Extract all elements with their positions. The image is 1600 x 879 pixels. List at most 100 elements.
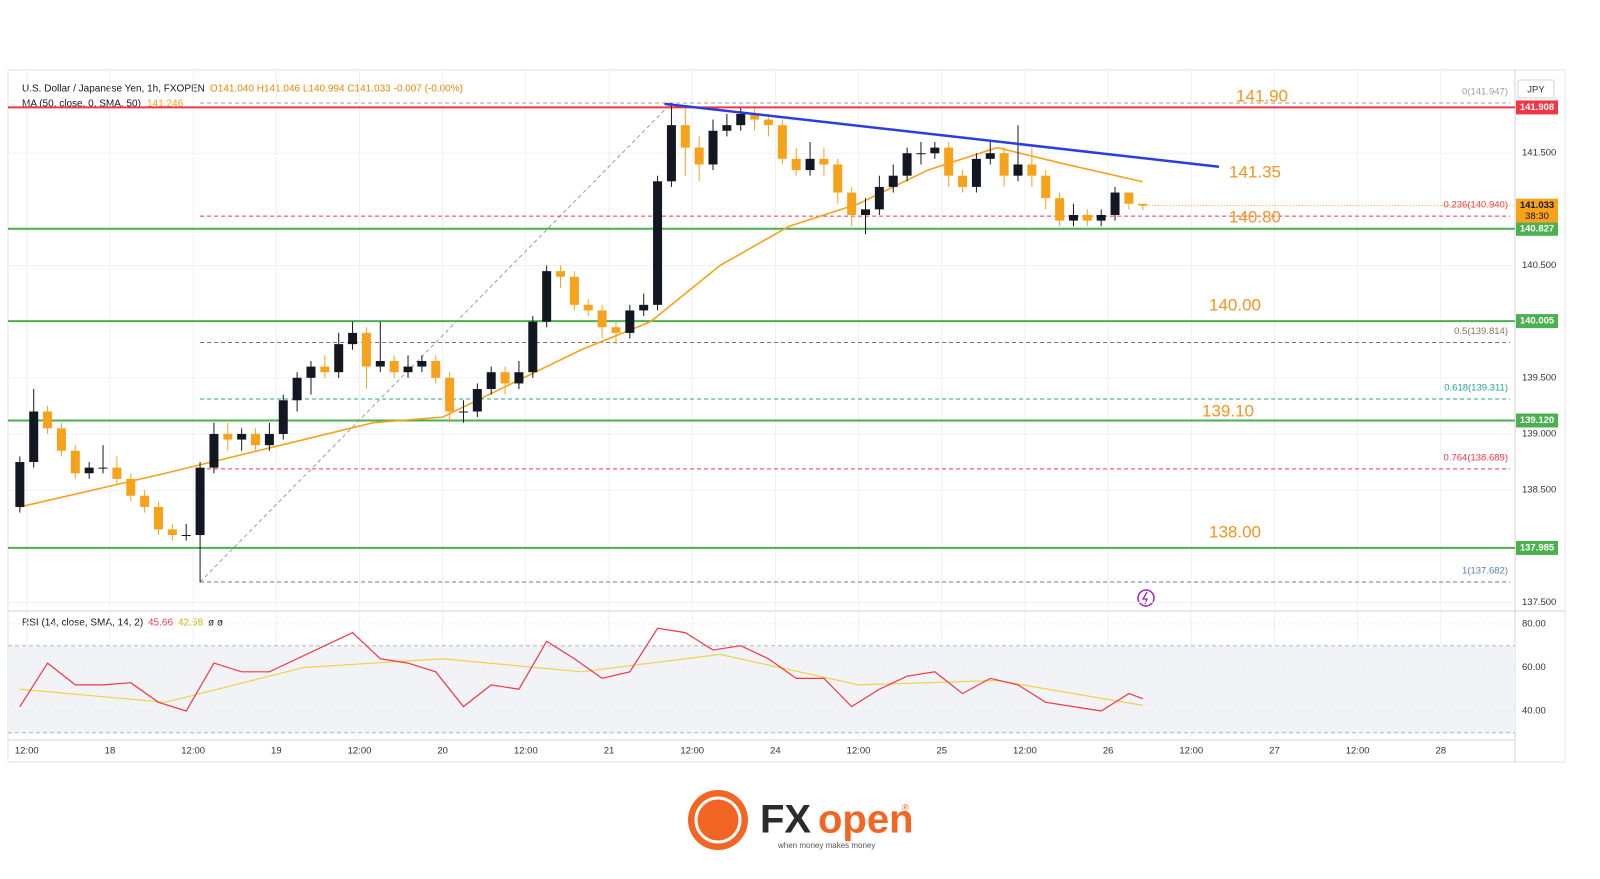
- candle-body: [597, 310, 607, 328]
- candle-body: [999, 153, 1009, 176]
- candle-body: [971, 158, 981, 187]
- rsi-extra: ø ø: [208, 618, 223, 629]
- candle-body: [888, 175, 898, 187]
- x-tick-label: 26: [1103, 746, 1114, 757]
- alert-bolt: [1141, 591, 1148, 605]
- fib-label: 0.5(139.814): [1454, 326, 1508, 337]
- x-tick-label: 12:00: [15, 746, 39, 757]
- candle-body: [625, 310, 635, 333]
- level-annotation: 141.90: [1236, 86, 1288, 105]
- candle-body: [334, 344, 344, 373]
- alert-icon[interactable]: [1137, 589, 1155, 607]
- candle-body: [902, 153, 912, 176]
- candle-body: [500, 372, 510, 384]
- candle-body: [847, 192, 857, 215]
- x-tick-label: 28: [1436, 746, 1447, 757]
- fib-label: 0(141.947): [1462, 87, 1508, 98]
- candle-body: [29, 411, 39, 463]
- candle-body: [84, 467, 94, 474]
- candle-body: [694, 147, 704, 165]
- x-tick-label: 12:00: [348, 746, 372, 757]
- y-tick-label: 140.500: [1522, 260, 1556, 271]
- level-badge: [1516, 540, 1558, 555]
- candle-body: [223, 433, 233, 440]
- candle-body: [472, 389, 482, 412]
- candle-body: [278, 400, 288, 434]
- price-badge: [1516, 198, 1558, 223]
- candle-body: [126, 478, 136, 496]
- candle-body: [389, 360, 399, 373]
- candle-body: [791, 158, 801, 171]
- candle-body: [264, 433, 274, 446]
- x-tick-label: 12:00: [847, 746, 871, 757]
- candle-body: [1124, 192, 1134, 204]
- fib-label: 1(137.682): [1462, 565, 1508, 576]
- x-tick-label: 24: [770, 746, 781, 757]
- ma-legend: MA (50, close, 0, SMA, 50): [22, 99, 141, 110]
- x-tick-label: 12:00: [1013, 746, 1037, 757]
- x-tick-label: 12:00: [1346, 746, 1370, 757]
- candle-body: [708, 130, 718, 165]
- ohlc: O141.040 H141.046 L140.994 C141.033 -0.0…: [210, 84, 463, 95]
- candle-body: [680, 125, 690, 148]
- candle-body: [1068, 214, 1078, 221]
- candle-body: [112, 467, 122, 479]
- candle-body: [167, 529, 177, 536]
- logo-fx: FX: [760, 798, 811, 842]
- candle-body: [153, 506, 163, 530]
- logo-reg: ®: [902, 802, 909, 812]
- candle-body: [611, 327, 621, 333]
- candle-body: [805, 158, 815, 171]
- candle-body: [1082, 214, 1092, 221]
- candle-body: [486, 372, 496, 390]
- candle-body: [916, 153, 926, 155]
- candle-body: [985, 153, 995, 159]
- y-tick-label: 138.500: [1522, 485, 1556, 496]
- candle-body: [722, 125, 732, 131]
- y-tick-label: 139.500: [1522, 372, 1556, 383]
- x-tick-label: 12:00: [1179, 746, 1203, 757]
- rsi-value: 45.66: [148, 618, 173, 629]
- level-badge-label: 139.120: [1520, 415, 1554, 426]
- candle-body: [777, 125, 787, 159]
- level-badge-label: 140.005: [1520, 316, 1555, 327]
- candle-body: [209, 433, 219, 468]
- candle-body: [1041, 175, 1051, 199]
- candle-body: [528, 321, 538, 373]
- candle-body: [514, 372, 524, 384]
- candle-body: [666, 125, 676, 182]
- candle-body: [1138, 203, 1148, 206]
- candle-body: [1055, 198, 1065, 221]
- y-tick-label: 139.000: [1522, 428, 1556, 439]
- y-tick-label: 137.500: [1522, 597, 1556, 608]
- rsi-tick-label: 60.00: [1522, 662, 1546, 673]
- candle-body: [819, 158, 829, 165]
- candle-body: [833, 164, 843, 193]
- fib-label: 0.764(138.689): [1444, 452, 1508, 463]
- level-badge-label: 137.985: [1520, 542, 1555, 553]
- level-badge-label: 140.827: [1520, 223, 1554, 234]
- trendline: [664, 102, 1220, 168]
- logo-ring: [694, 796, 742, 844]
- symbol: U.S. Dollar / Japanese Yen, 1h, FXOPEN: [22, 84, 205, 95]
- rsi-line: [19, 627, 1143, 712]
- candle-body: [653, 181, 663, 305]
- level-annotation: 138.00: [1209, 522, 1261, 541]
- candle-body: [431, 360, 441, 378]
- x-tick-label: 12:00: [514, 746, 538, 757]
- level-badge: [1516, 100, 1558, 115]
- candle-body: [1027, 164, 1037, 176]
- x-tick-label: 20: [437, 746, 448, 757]
- x-tick-label: 21: [604, 746, 615, 757]
- x-tick-label: 18: [105, 746, 116, 757]
- candle-body: [930, 147, 940, 154]
- logo-tagline: when money makes money: [777, 841, 875, 850]
- candle-body: [583, 304, 593, 311]
- currency-box: [1517, 79, 1555, 99]
- candle-body: [750, 113, 760, 120]
- ma-value: 141.246: [147, 99, 184, 110]
- currency: JPY: [1527, 85, 1545, 96]
- rsi-band: [8, 645, 1515, 733]
- candle-body: [639, 304, 649, 311]
